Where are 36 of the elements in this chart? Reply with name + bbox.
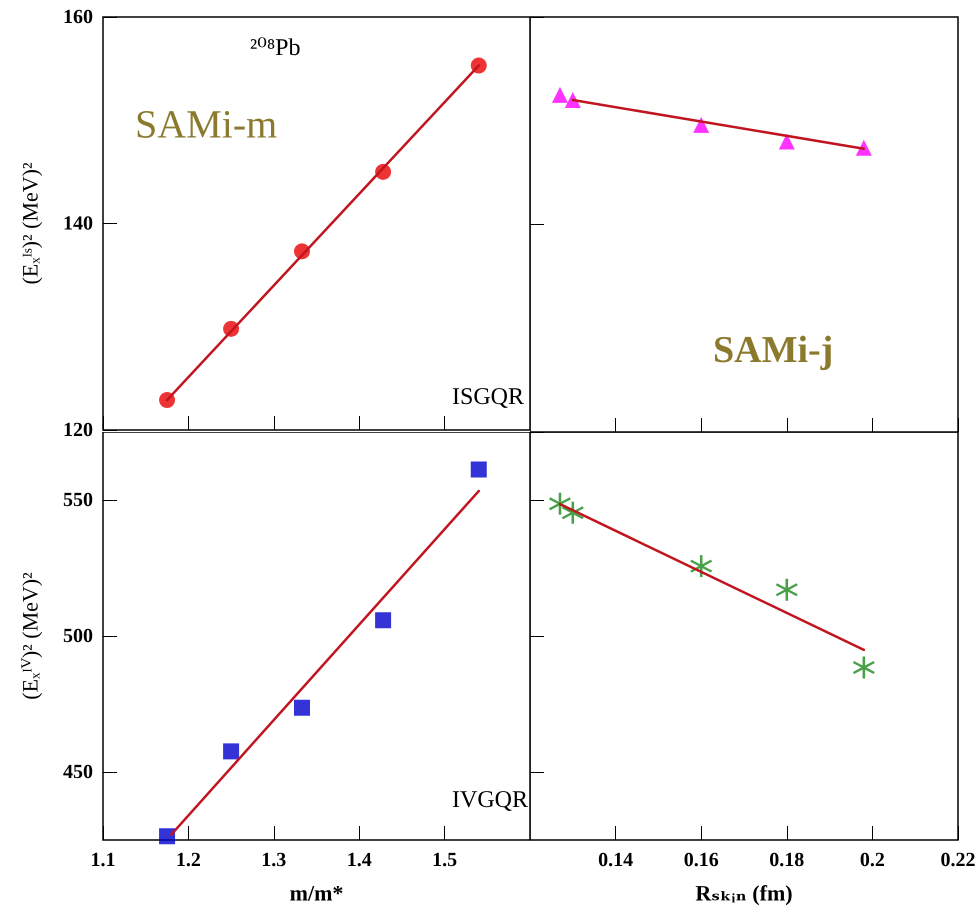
x-tick-label: 0.2 — [860, 849, 885, 871]
y-tick-label: 500 — [63, 625, 93, 647]
x-tick-label: 1.1 — [90, 849, 116, 871]
point — [470, 462, 487, 478]
point — [552, 86, 568, 103]
annotation: IVGQR — [452, 787, 528, 813]
point — [852, 656, 875, 679]
y-axis-title: (Eₓᴵⱽ)² (MeV)² — [18, 572, 42, 700]
x-axis-title: Rₛₖᵢₙ (fm) — [695, 880, 793, 906]
y-tick-label: 160 — [63, 6, 93, 28]
y-tick-label: 120 — [63, 419, 93, 441]
point — [375, 612, 392, 628]
y-tick-label: 550 — [63, 489, 93, 511]
point — [690, 555, 712, 578]
point — [778, 134, 795, 150]
y-tick-label: 140 — [63, 212, 93, 234]
x-tick-label: 1.2 — [176, 849, 201, 871]
y-axis-title: (Eₓᴵˢ)² (MeV)² — [18, 162, 42, 285]
point — [693, 116, 710, 133]
x-axis-title: m/m* — [290, 880, 344, 906]
point — [159, 828, 176, 844]
annotation: SAMi-j — [713, 329, 834, 371]
annotation: SAMi-m — [135, 102, 278, 146]
x-tick-label: 1.4 — [346, 849, 372, 871]
point — [294, 700, 310, 716]
x-tick-label: 0.16 — [684, 849, 719, 871]
x-tick-label: 1.3 — [261, 849, 286, 871]
x-tick-label: 0.18 — [769, 849, 804, 871]
point — [223, 743, 240, 760]
x-tick-label: 0.22 — [940, 849, 976, 871]
annotation: ISGQR — [452, 384, 524, 410]
annotation: ²⁰⁸Pb — [250, 35, 301, 61]
point — [776, 578, 798, 601]
x-tick-label: 0.14 — [598, 849, 634, 871]
x-tick-label: 1.5 — [432, 849, 458, 871]
y-tick-label: 450 — [63, 761, 93, 783]
